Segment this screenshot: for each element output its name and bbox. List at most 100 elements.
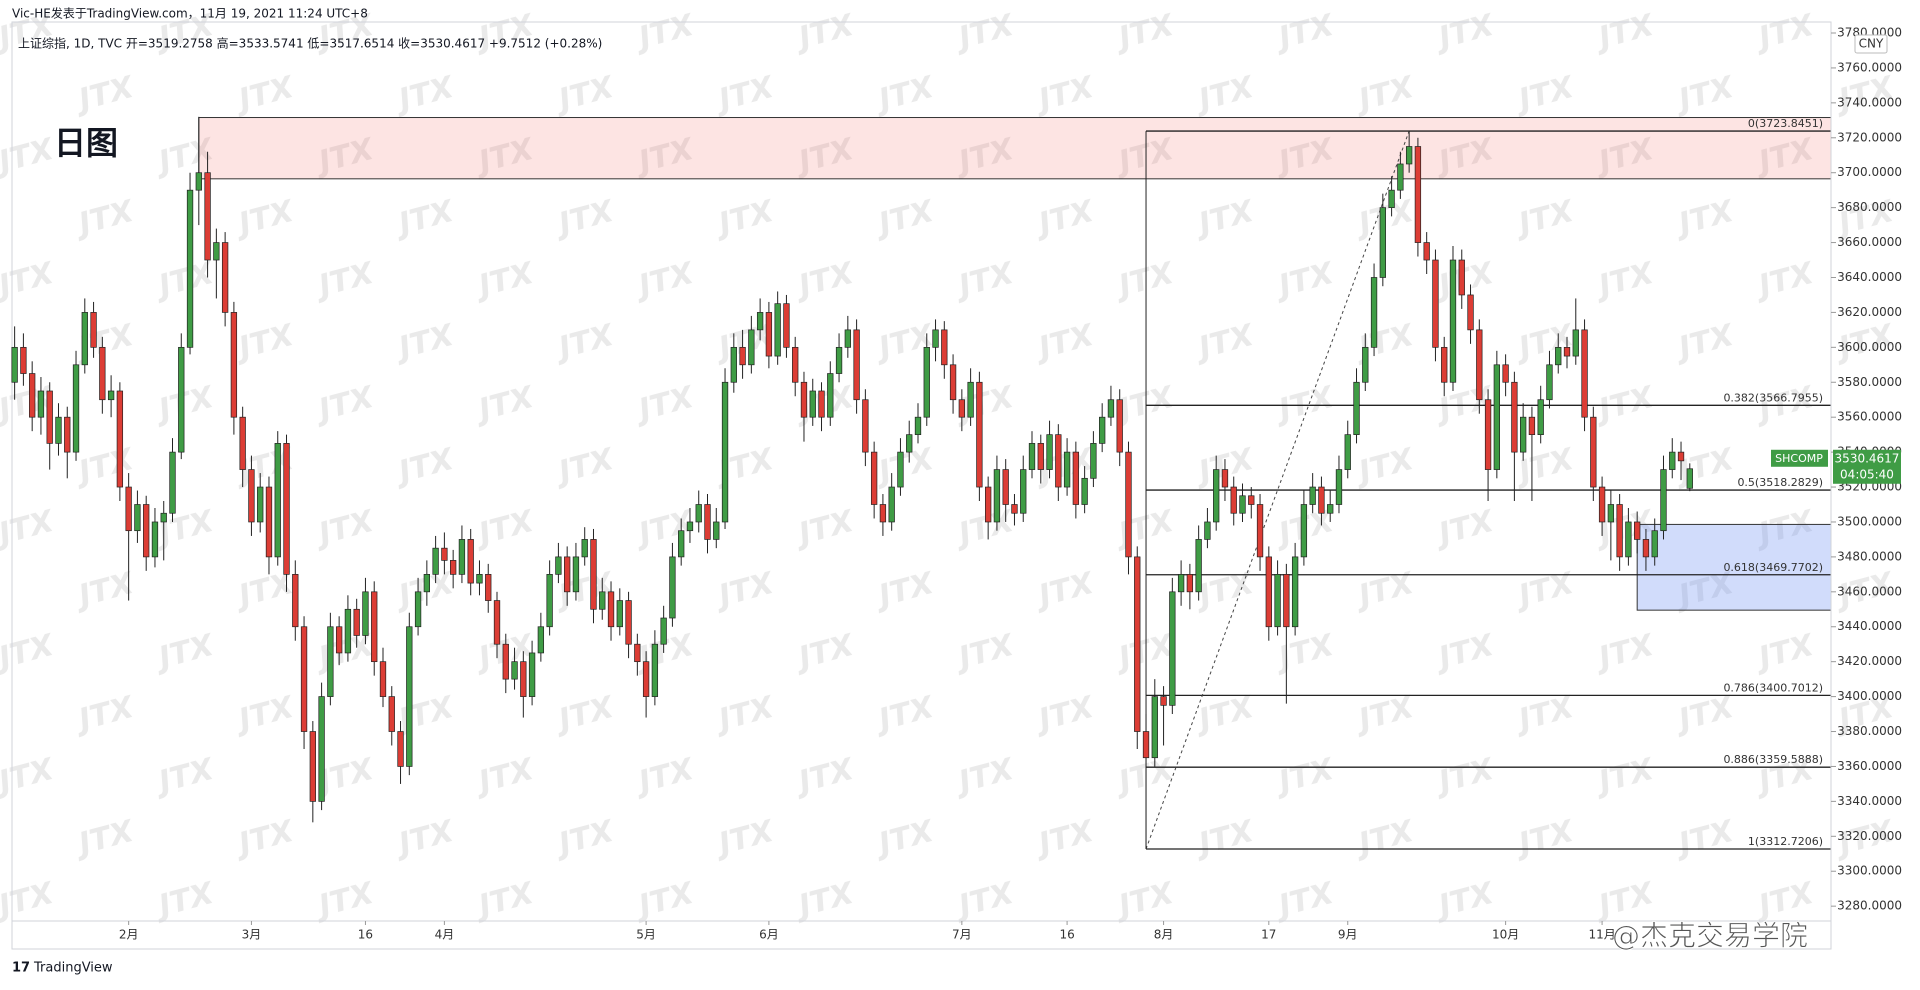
candle-body	[248, 469, 255, 523]
x-tick-label: 10月	[1492, 928, 1519, 942]
candle-body	[967, 381, 974, 418]
candle-body	[599, 591, 606, 610]
candle-body	[318, 696, 325, 802]
watermark: JTX	[1670, 69, 1739, 119]
watermark: JTX	[950, 7, 1019, 57]
candle-body	[265, 486, 273, 558]
candle-body	[564, 556, 571, 593]
y-tick-label: 3300.0000	[1837, 864, 1902, 878]
candle-body	[441, 547, 448, 561]
candle-body	[572, 556, 580, 593]
watermark: JTX	[70, 69, 139, 119]
watermark: JTX	[1590, 379, 1659, 429]
y-tick-label: 3400.0000	[1837, 689, 1902, 703]
watermark: JTX	[790, 255, 859, 305]
watermark: JTX	[1510, 193, 1579, 243]
candle-body	[862, 399, 869, 453]
candle-body	[213, 242, 220, 261]
candle-body	[511, 661, 518, 680]
watermark: JTX	[790, 751, 859, 801]
symbol-tag	[1771, 449, 1828, 467]
watermark: JTX	[1510, 317, 1579, 367]
candle-body	[1441, 346, 1448, 383]
candle-body	[537, 626, 545, 654]
candle-body	[1011, 504, 1018, 514]
watermark: JTX	[1110, 255, 1179, 305]
fib-label: 0.5(3518.2829)	[1737, 476, 1823, 489]
y-tick-label: 3740.0000	[1837, 95, 1902, 109]
candle-body	[581, 539, 588, 558]
candle-body	[467, 539, 474, 584]
watermark: JTX	[710, 565, 779, 615]
watermark: JTX	[310, 255, 379, 305]
ohlc-legend: 上证综指, 1D, TVC 开=3519.2758 高=3533.5741 低=…	[18, 36, 602, 51]
candle-body	[949, 364, 957, 401]
candle-body	[1099, 416, 1106, 444]
candle-body	[72, 364, 80, 453]
x-tick-label: 4月	[435, 928, 455, 942]
candle-body	[1283, 574, 1290, 628]
watermark: JTX	[1670, 689, 1739, 739]
watermark: JTX	[790, 627, 859, 677]
watermark: JTX	[150, 627, 219, 677]
candle-body	[195, 172, 202, 191]
watermark: JTX	[550, 317, 619, 367]
candle-body	[914, 416, 922, 436]
candle-body	[64, 416, 71, 453]
watermark: JTX	[1670, 813, 1739, 863]
candle-body	[897, 451, 904, 488]
candle-body	[81, 312, 88, 366]
x-tick-label: 9月	[1338, 928, 1358, 942]
candle-body	[493, 600, 501, 645]
candle-body	[485, 574, 492, 601]
watermark: JTX	[790, 7, 859, 57]
watermark: JTX	[1430, 751, 1499, 801]
watermark: JTX	[1350, 565, 1419, 615]
watermark: JTX	[1350, 813, 1419, 863]
candle-body	[1248, 495, 1255, 505]
watermark: JTX	[1510, 69, 1579, 119]
x-tick-label: 2月	[119, 928, 139, 942]
y-tick-label: 3760.0000	[1837, 60, 1902, 74]
watermark: JTX	[150, 751, 219, 801]
candle-body	[1063, 451, 1071, 488]
candle-body	[1642, 539, 1650, 558]
candle-body	[555, 556, 562, 575]
watermark: JTX	[1750, 255, 1819, 305]
candle-body	[1186, 574, 1194, 593]
watermark: JTX	[710, 441, 779, 491]
watermark: JTX	[0, 751, 59, 801]
candle-body	[1169, 591, 1176, 706]
watermark: JTX	[0, 131, 59, 181]
logo: TradingView	[33, 961, 113, 976]
watermark: JTX	[790, 875, 859, 925]
watermark: JTX	[1110, 7, 1179, 57]
candle-body	[1502, 364, 1509, 383]
currency: CNY	[1859, 37, 1884, 51]
candle-body	[800, 381, 808, 418]
candle-body	[1493, 364, 1501, 470]
candle-body	[99, 346, 106, 401]
candle-body	[1467, 294, 1474, 331]
watermark: JTX	[870, 69, 939, 119]
candle-body	[607, 591, 615, 628]
y-tick-label: 3480.0000	[1837, 549, 1902, 563]
watermark: JTX	[870, 193, 939, 243]
candle-body	[230, 312, 238, 418]
currency-badge	[1854, 34, 1888, 54]
candle-body	[20, 346, 27, 374]
watermark: JTX	[0, 875, 59, 925]
candle-body	[783, 303, 790, 348]
fib-label: 0.382(3566.7955)	[1723, 391, 1823, 404]
candle-body	[739, 346, 746, 366]
candle-body	[976, 381, 983, 488]
watermark: JTX	[70, 813, 139, 863]
candle-body	[1020, 469, 1027, 514]
candle-body	[1081, 477, 1088, 505]
candle-body	[792, 346, 799, 383]
candle-body	[1204, 521, 1211, 540]
watermark: JTX	[1510, 813, 1579, 863]
watermark: JTX	[1270, 627, 1339, 677]
watermark: JTX	[70, 689, 139, 739]
watermark: JTX	[870, 813, 939, 863]
